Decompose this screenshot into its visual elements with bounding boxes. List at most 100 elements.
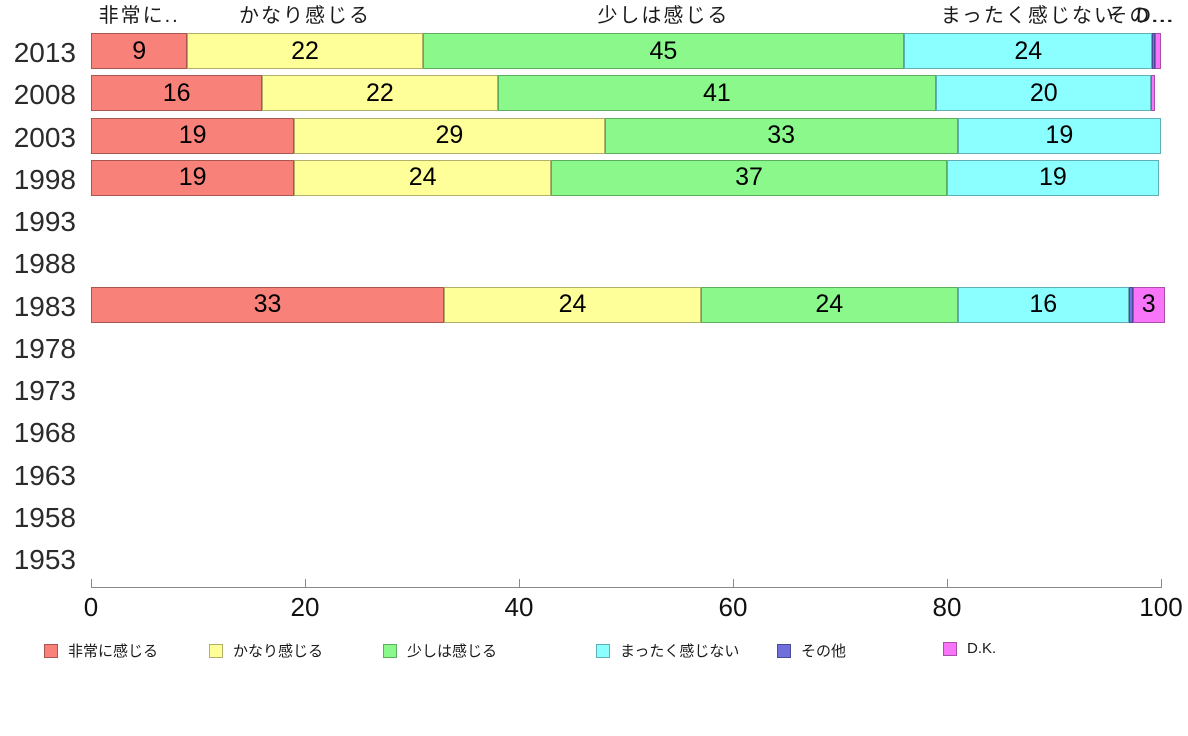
year-label-1953: 1953 — [13, 544, 76, 575]
bar-segment-少しは感じる[interactable]: 37 — [551, 159, 947, 196]
bar-segment-その他[interactable] — [1128, 286, 1133, 323]
value-label: 16 — [1029, 290, 1058, 318]
value-label: 29 — [435, 121, 464, 149]
year-label-1983: 1983 — [13, 290, 76, 322]
year-label-2008: 2008 — [13, 79, 76, 111]
legend-item-まったく感じない[interactable]: まったく感じない — [596, 640, 739, 661]
bar-segment-少しは感じる[interactable]: 41 — [497, 75, 937, 112]
value-label: 16 — [162, 78, 191, 107]
x-axis-tick — [733, 579, 734, 587]
value-label: 19 — [178, 163, 207, 192]
year-label-1988: 1988 — [13, 248, 76, 280]
bar-segment-少しは感じる[interactable]: 45 — [422, 33, 905, 69]
value-label: 24 — [408, 163, 437, 192]
legend-item-かなり感じる[interactable]: かなり感じる — [209, 640, 323, 661]
year-label-1958: 1958 — [13, 501, 76, 533]
category-label: かなり感じる — [239, 5, 371, 27]
bar-segment-非常に感じる[interactable]: 9 — [91, 33, 188, 69]
year-label-1968: 1968 — [13, 417, 76, 449]
x-axis-line — [91, 587, 1162, 588]
x-axis-tick — [305, 579, 306, 587]
bar-segment-かなり感じる[interactable]: 24 — [444, 286, 701, 323]
value-label: 24 — [1014, 36, 1043, 65]
value-label: 24 — [815, 290, 844, 318]
legend-label: その他 — [801, 643, 847, 660]
bar-segment-D.K.[interactable]: 3 — [1132, 286, 1165, 323]
bar-segment-非常に感じる[interactable]: 19 — [91, 117, 295, 154]
bar-segment-まったく感じない[interactable]: 20 — [936, 75, 1152, 112]
bar-segment-少しは感じる[interactable]: 33 — [604, 117, 958, 154]
bar-segment-非常に感じる[interactable]: 33 — [91, 286, 445, 323]
category-label: その... — [1107, 5, 1174, 27]
legend-item-その他[interactable]: その他 — [777, 640, 846, 661]
x-axis-tick — [947, 579, 948, 587]
value-label: 9 — [132, 36, 147, 65]
x-tick-label: 20 — [290, 592, 320, 622]
value-label: 33 — [767, 121, 796, 149]
category-label: D... — [1136, 5, 1176, 27]
year-label-1978: 1978 — [13, 332, 76, 364]
x-axis-tick — [519, 579, 520, 587]
year-label-2003: 2003 — [13, 121, 76, 153]
bar-row-1998: 19 24 37 19 — [91, 159, 1161, 196]
value-label: 22 — [365, 78, 394, 107]
legend-swatch-icon — [209, 643, 223, 658]
legend-item-少しは感じる[interactable]: 少しは感じる — [383, 640, 497, 661]
legend-label: 非常に感じる — [68, 643, 159, 660]
legend-swatch-icon — [44, 643, 58, 658]
legend-label: かなり感じる — [233, 643, 324, 660]
bar-segment-まったく感じない[interactable]: 19 — [957, 117, 1161, 154]
bar-segment-その他[interactable] — [1152, 33, 1156, 69]
bar-segment-非常に感じる[interactable]: 19 — [91, 159, 295, 196]
year-label-1973: 1973 — [13, 375, 76, 406]
year-label-2013: 2013 — [13, 37, 76, 68]
bar-segment-まったく感じない[interactable]: 19 — [946, 159, 1159, 196]
category-label: まったく感じない — [940, 5, 1116, 27]
value-label: 19 — [178, 121, 207, 149]
value-label: 20 — [1029, 78, 1058, 107]
x-axis-tick — [1161, 579, 1162, 587]
value-label: 41 — [703, 78, 731, 107]
x-axis-tick — [91, 579, 92, 587]
bar-segment-かなり感じる[interactable]: 29 — [294, 117, 605, 154]
year-label-1998: 1998 — [13, 163, 76, 195]
category-label: 非常に.. — [98, 5, 180, 27]
legend-swatch-icon — [777, 643, 791, 658]
legend-swatch-icon — [596, 643, 610, 658]
legend-label: 少しは感じる — [407, 643, 498, 660]
value-label: 33 — [253, 290, 282, 318]
bar-row-2003: 19 29 33 19 — [91, 117, 1161, 154]
legend-swatch-icon — [383, 643, 397, 658]
bar-row-1983: 33 24 24 16 3 — [91, 286, 1165, 323]
bar-segment-まったく感じない[interactable]: 16 — [957, 286, 1129, 323]
legend-label: まったく感じない — [620, 643, 740, 660]
bar-segment-非常に感じる[interactable]: 16 — [91, 75, 263, 112]
legend-label: D.K. — [967, 640, 997, 657]
category-label: 少しは感じる — [597, 5, 730, 27]
value-label: 19 — [1045, 121, 1074, 149]
value-label: 45 — [649, 36, 678, 65]
x-tick-label: 80 — [932, 592, 962, 622]
bar-segment-かなり感じる[interactable]: 24 — [294, 159, 552, 196]
bar-segment-かなり感じる[interactable]: 22 — [262, 75, 498, 112]
value-label: 19 — [1039, 163, 1067, 192]
value-label: 3 — [1141, 290, 1156, 318]
bar-segment-まったく感じない[interactable]: 24 — [904, 33, 1153, 69]
bar-row-2008: 16 22 41 20 — [91, 75, 1161, 112]
year-label-1963: 1963 — [13, 459, 76, 491]
bar-segment-少しは感じる[interactable]: 24 — [700, 286, 958, 323]
legend-item-D.K.[interactable]: D.K. — [943, 640, 996, 657]
bar-segment-かなり感じる[interactable]: 22 — [187, 33, 423, 69]
value-label: 24 — [558, 290, 587, 318]
x-tick-label: 0 — [83, 592, 99, 622]
x-tick-label: 40 — [504, 592, 534, 622]
year-label-1993: 1993 — [13, 206, 76, 237]
x-tick-label: 100 — [1139, 592, 1183, 622]
bar-segment-D.K.[interactable] — [1151, 75, 1156, 112]
x-tick-label: 60 — [718, 592, 748, 622]
legend-item-非常に感じる[interactable]: 非常に感じる — [44, 640, 158, 661]
bar-row-2013: 9 22 45 24 — [91, 33, 1161, 69]
legend-swatch-icon — [943, 641, 957, 656]
bar-segment-D.K.[interactable] — [1155, 33, 1161, 69]
